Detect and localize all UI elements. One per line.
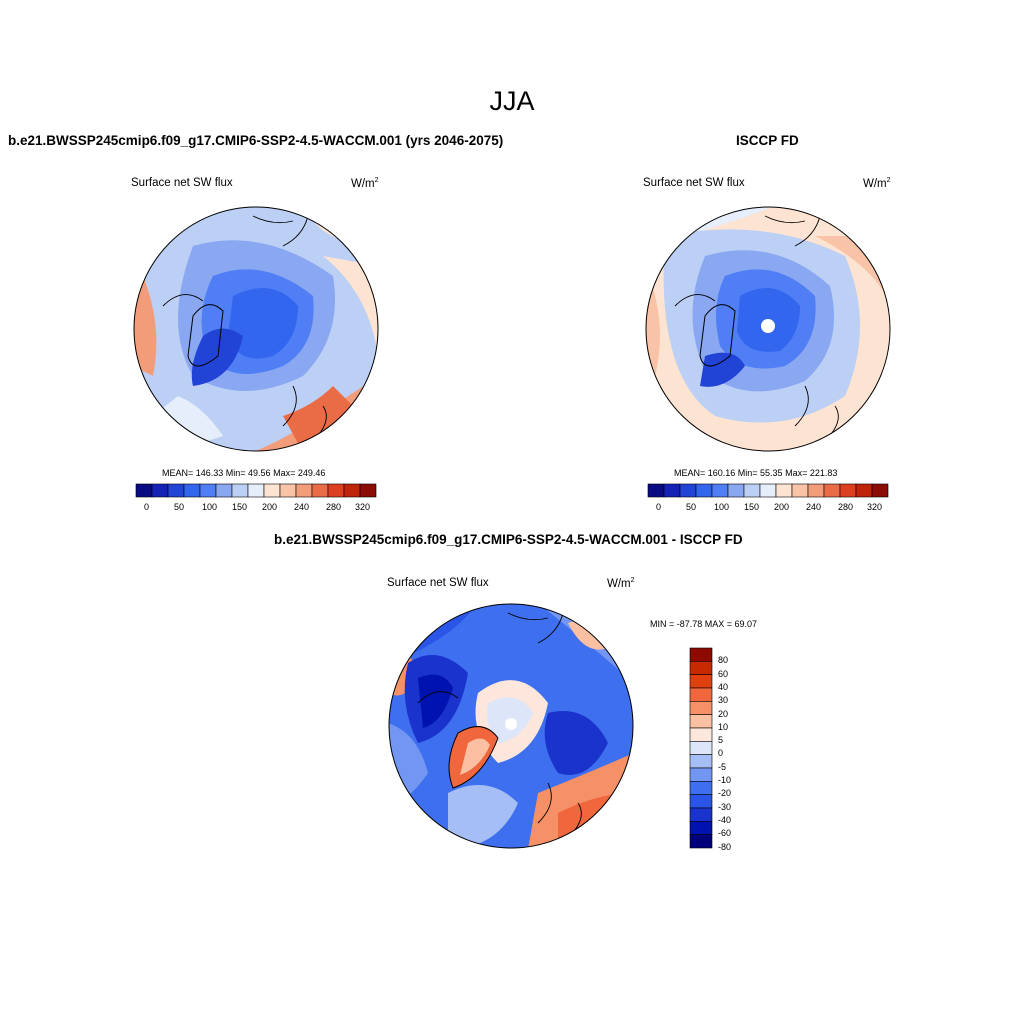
panel-3-stats: MIN = -87.78 MAX = 69.07 [650, 619, 758, 629]
cb2-label: 280 [838, 502, 854, 512]
colorbar-swatch [689, 661, 713, 675]
cb1-label: 100 [202, 502, 218, 512]
cb2-label: 200 [774, 502, 790, 512]
cb3-label: 30 [718, 695, 729, 706]
panel-3-colorbar-labels: 80 60 40 30 20 10 5 0 -5 -10 -20 -30 -40… [718, 648, 758, 851]
colorbar-swatch [689, 781, 713, 795]
cb3-label: 60 [718, 668, 729, 679]
colorbar-swatch [167, 483, 185, 498]
colorbar-swatch [689, 834, 713, 849]
cb3-label: 40 [718, 681, 729, 692]
colorbar-swatch [711, 483, 729, 498]
cb2-label: 320 [867, 502, 883, 512]
colorbar-swatch [727, 483, 745, 498]
panel-2-title: ISCCP FD [736, 133, 799, 148]
panel-3-title: b.e21.BWSSP245cmip6.f09_g17.CMIP6-SSP2-4… [274, 532, 743, 547]
colorbar-swatch [689, 714, 713, 729]
cb2-label: 240 [806, 502, 822, 512]
cb1-label: 50 [174, 502, 185, 512]
panel-2-colorbar [647, 483, 889, 498]
colorbar-swatch [263, 483, 281, 498]
colorbar-swatch [183, 483, 201, 498]
colorbar-swatch [839, 483, 857, 498]
colorbar-swatch [759, 483, 777, 498]
panel-1-colorbar [135, 483, 377, 498]
cb1-label: 200 [262, 502, 278, 512]
colorbar-swatch [689, 674, 713, 689]
colorbar-swatch [295, 483, 313, 498]
colorbar-swatch [343, 483, 361, 498]
panel-2-map [645, 206, 891, 452]
colorbar-swatch [791, 483, 809, 498]
colorbar-swatch [743, 483, 761, 498]
colorbar-swatch [689, 727, 713, 742]
panel-3-colorbar [689, 647, 713, 849]
colorbar-swatch [823, 483, 841, 498]
colorbar-swatch [689, 754, 713, 769]
colorbar-swatch [695, 483, 713, 498]
colorbar-swatch [327, 483, 345, 498]
cb2-label: 50 [686, 502, 697, 512]
cb1-label: 0 [144, 502, 150, 512]
cb3-label: 5 [718, 735, 724, 746]
cb1-label: 150 [232, 502, 248, 512]
panel-2-stats: MEAN= 160.16 Min= 55.35 Max= 221.83 [674, 468, 838, 478]
colorbar-swatch [689, 821, 713, 835]
cb3-label: 10 [718, 721, 729, 732]
colorbar-swatch [359, 483, 377, 498]
panel-2-variable: Surface net SW flux [643, 177, 745, 189]
cb3-label: 0 [718, 748, 724, 759]
colorbar-swatch [151, 483, 169, 498]
colorbar-swatch [871, 483, 889, 498]
panel-1-map [133, 206, 379, 452]
colorbar-swatch [247, 483, 265, 498]
cb3-label: 20 [718, 708, 729, 719]
cb3-label: -20 [718, 788, 732, 799]
cb3-label: 80 [718, 655, 729, 666]
colorbar-swatch [215, 483, 233, 498]
colorbar-swatch [775, 483, 793, 498]
cb1-label: 320 [355, 502, 371, 512]
colorbar-swatch [311, 483, 329, 498]
panel-3-units: W/m2 [607, 577, 635, 590]
cb3-label: -10 [718, 775, 732, 785]
cb3-label: -5 [718, 761, 727, 772]
colorbar-swatch [689, 794, 713, 809]
colorbar-swatch [279, 483, 297, 498]
panel-2-colorbar-labels: 0 50 100 150 200 240 280 320 [648, 502, 888, 514]
colorbar-swatch [689, 807, 713, 822]
cb3-label: -40 [718, 814, 732, 825]
colorbar-swatch [689, 687, 713, 702]
panel-1-units: W/m2 [351, 177, 379, 190]
cb3-label: -60 [718, 828, 732, 839]
panel-3-variable: Surface net SW flux [387, 577, 489, 589]
panel-3-map [388, 603, 634, 849]
colorbar-swatch [679, 483, 697, 498]
colorbar-swatch [135, 483, 153, 498]
colorbar-swatch [231, 483, 249, 498]
colorbar-swatch [689, 741, 713, 755]
colorbar-swatch [647, 483, 665, 498]
panel-2-units: W/m2 [863, 177, 891, 190]
cb1-label: 280 [326, 502, 342, 512]
cb3-label: -80 [718, 841, 732, 852]
cb1-label: 240 [294, 502, 310, 512]
colorbar-swatch [855, 483, 873, 498]
colorbar-swatch [663, 483, 681, 498]
cb2-label: 100 [714, 502, 730, 512]
cb2-label: 150 [744, 502, 760, 512]
panel-1-colorbar-labels: 0 50 100 150 200 240 280 320 [136, 502, 376, 514]
colorbar-swatch [689, 647, 713, 662]
colorbar-swatch [199, 483, 217, 498]
cb2-label: 0 [656, 502, 662, 512]
colorbar-swatch [689, 701, 713, 715]
colorbar-swatch [689, 767, 713, 782]
main-title: JJA [489, 86, 535, 116]
panel-1-variable: Surface net SW flux [131, 177, 233, 189]
cb3-label: -30 [718, 801, 732, 812]
panel-1-stats: MEAN= 146.33 Min= 49.56 Max= 249.46 [162, 468, 326, 478]
colorbar-swatch [807, 483, 825, 498]
panel-1-title: b.e21.BWSSP245cmip6.f09_g17.CMIP6-SSP2-4… [8, 133, 504, 148]
